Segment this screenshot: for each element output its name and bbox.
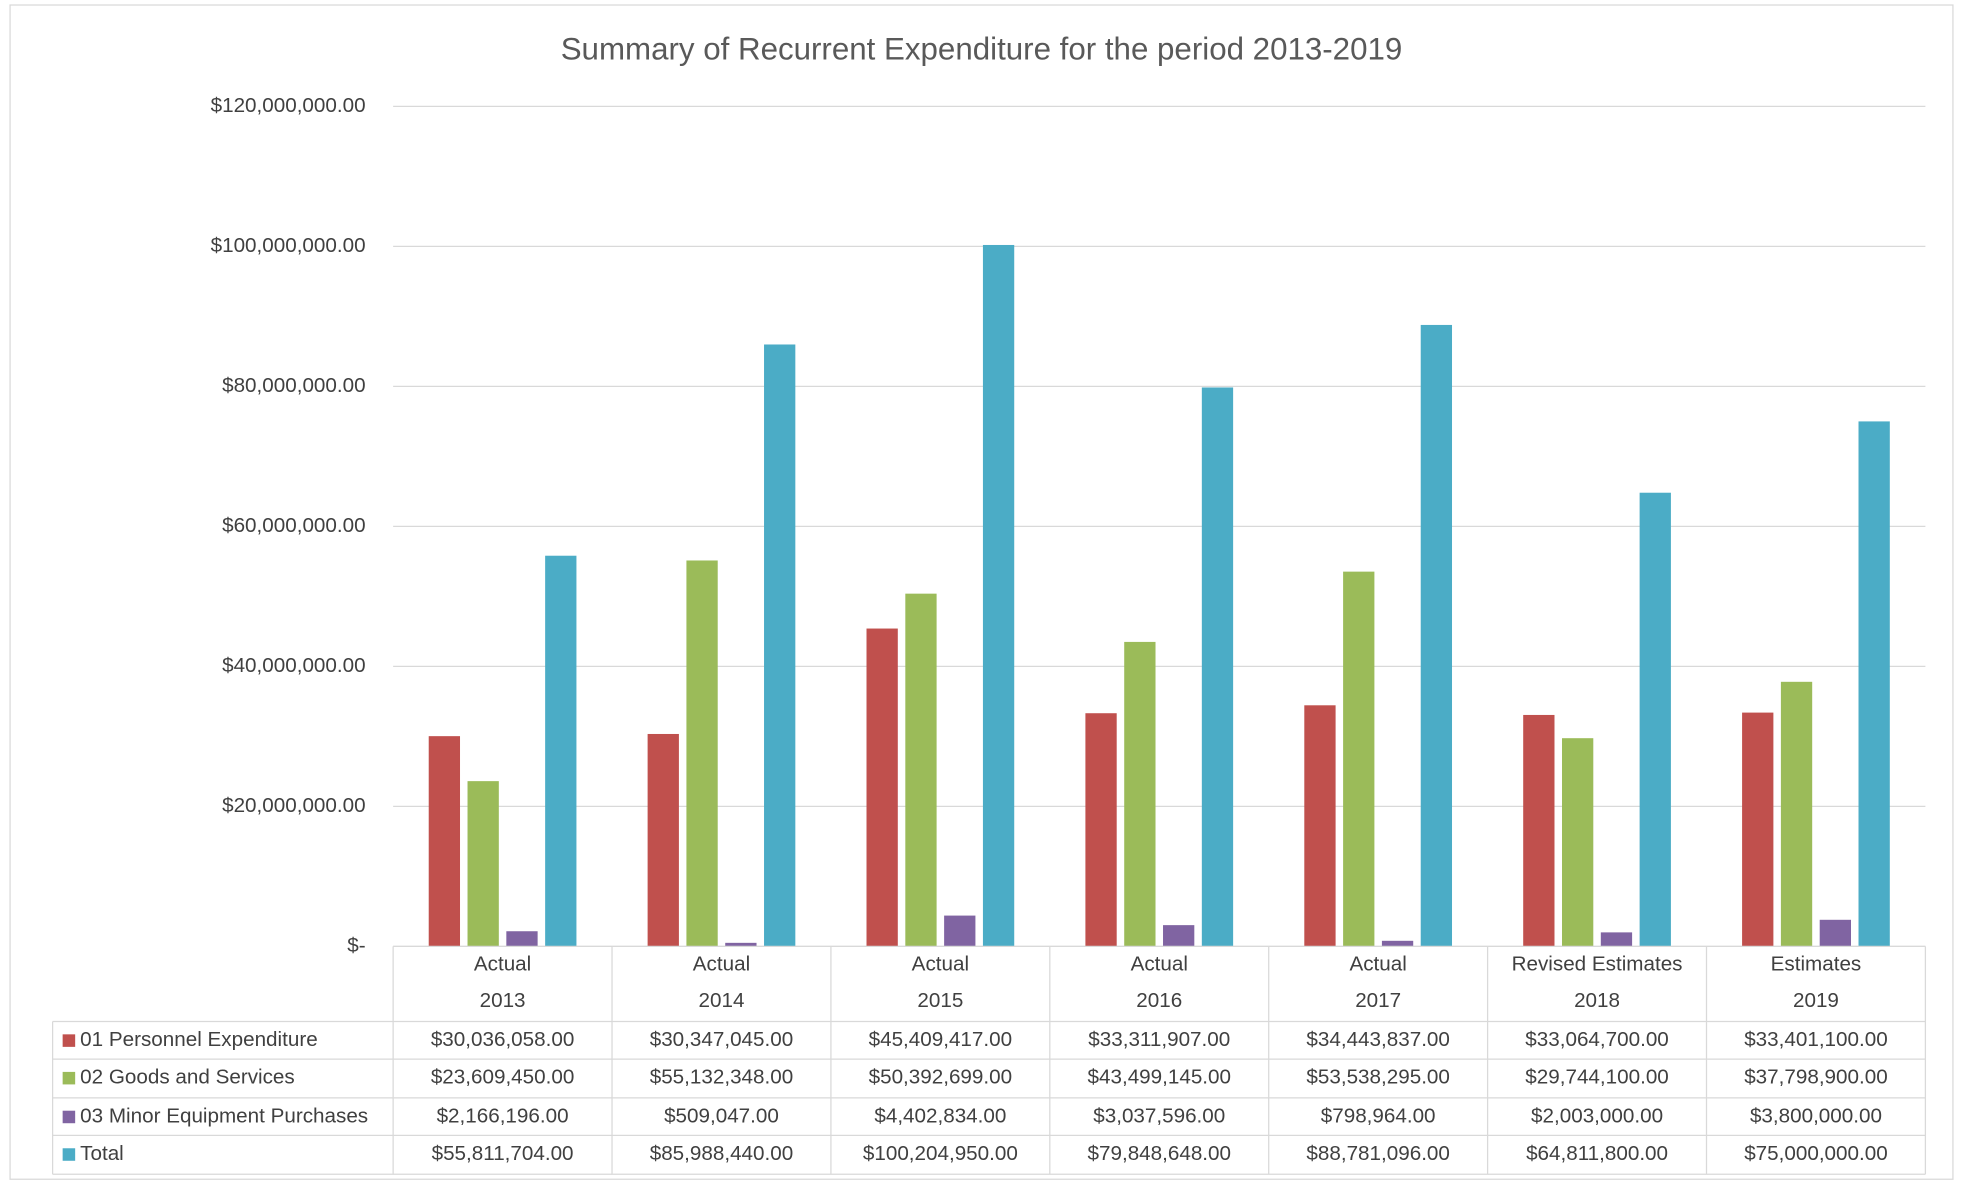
bar [1562, 738, 1594, 947]
legend-label: 01 Personnel Expenditure [80, 1028, 318, 1051]
bar [1343, 571, 1375, 947]
table-cell: $100,204,950.00 [863, 1142, 1018, 1165]
y-tick-label: $80,000,000.00 [222, 374, 365, 397]
bar [1742, 712, 1774, 947]
table-cell: $50,392,699.00 [869, 1066, 1012, 1089]
legend-label: Total [80, 1142, 124, 1165]
bar [982, 244, 1015, 947]
table-cell: $64,811,800.00 [1526, 1142, 1668, 1165]
bar [1600, 932, 1633, 947]
y-tick-label: $120,000,000.00 [211, 94, 366, 117]
legend-label: 02 Goods and Services [80, 1066, 295, 1089]
x-tick-label: 2014 [699, 989, 745, 1012]
table-cell: $55,811,704.00 [432, 1142, 574, 1165]
x-tick-label: 2015 [917, 989, 963, 1012]
bar [1639, 492, 1671, 947]
table-cell: $34,443,837.00 [1306, 1028, 1449, 1051]
legend-swatch [62, 1034, 76, 1047]
bar [725, 942, 757, 947]
x-tick-label: 2013 [480, 989, 526, 1012]
bar [1163, 925, 1195, 947]
x-tick-label: Actual [1131, 953, 1188, 976]
x-tick-label: Actual [912, 953, 969, 976]
table-cell: $79,848,648.00 [1088, 1142, 1231, 1165]
table-cell: $2,003,000.00 [1531, 1104, 1663, 1127]
bar [1858, 421, 1890, 947]
legend-swatch [62, 1110, 76, 1124]
x-tick-label: 2019 [1793, 989, 1839, 1012]
table-cell: $43,499,145.00 [1088, 1066, 1231, 1089]
table-cell: $55,132,348.00 [650, 1066, 793, 1089]
legend-label: 03 Minor Equipment Purchases [80, 1104, 368, 1127]
x-tick-label: Estimates [1771, 953, 1862, 976]
table-cell: $4,402,834.00 [874, 1104, 1006, 1127]
x-tick-label: Actual [1349, 953, 1406, 976]
bar [545, 555, 577, 947]
legend-swatch [62, 1071, 76, 1085]
bar [506, 931, 538, 947]
bar [1780, 681, 1813, 947]
table-cell: $33,064,700.00 [1525, 1028, 1668, 1051]
bar [428, 736, 461, 947]
bar [1085, 713, 1117, 947]
y-tick-label: $60,000,000.00 [222, 514, 365, 537]
table-cell: $30,347,045.00 [650, 1028, 793, 1051]
table-cell: $75,000,000.00 [1744, 1142, 1887, 1165]
table-cell: $23,609,450.00 [431, 1066, 574, 1089]
x-tick-label: Revised Estimates [1512, 953, 1683, 976]
table-cell: $53,538,295.00 [1306, 1066, 1449, 1089]
table-cell: $3,037,596.00 [1093, 1104, 1225, 1127]
table-cell: $3,800,000.00 [1750, 1104, 1882, 1127]
x-tick-label: 2018 [1574, 989, 1620, 1012]
bar [905, 593, 937, 947]
bar [1381, 940, 1414, 947]
bar [944, 915, 976, 947]
bar [1420, 324, 1453, 947]
y-tick-label: $20,000,000.00 [222, 794, 365, 817]
bar [764, 344, 796, 947]
legend-swatch [62, 1148, 76, 1161]
chart-title: Summary of Recurrent Expenditure for the… [561, 32, 1403, 67]
table-cell: $33,311,907.00 [1088, 1028, 1230, 1051]
table-cell: $29,744,100.00 [1525, 1066, 1668, 1089]
bar [1523, 714, 1555, 947]
bar [866, 628, 898, 947]
bar [647, 733, 679, 947]
bar [1201, 387, 1234, 947]
y-tick-label: $- [347, 934, 365, 957]
bar [1124, 641, 1156, 947]
table-cell: $509,047.00 [664, 1104, 779, 1127]
table-cell: $88,781,096.00 [1306, 1142, 1449, 1165]
bar [467, 781, 499, 947]
x-tick-label: 2016 [1136, 989, 1182, 1012]
table-cell: $85,988,440.00 [650, 1142, 793, 1165]
bar [1304, 705, 1336, 947]
x-tick-label: 2017 [1355, 989, 1401, 1012]
table-cell: $33,401,100.00 [1744, 1028, 1887, 1051]
chart-border [9, 4, 1954, 1180]
x-tick-label: Actual [474, 953, 531, 976]
table-cell: $30,036,058.00 [431, 1028, 574, 1051]
table-cell: $798,964.00 [1321, 1104, 1436, 1127]
x-tick-label: Actual [693, 953, 750, 976]
bar [1819, 919, 1852, 947]
y-tick-label: $40,000,000.00 [222, 654, 365, 677]
table-cell: $37,798,900.00 [1744, 1066, 1887, 1089]
y-tick-label: $100,000,000.00 [211, 234, 366, 257]
table-cell: $45,409,417.00 [869, 1028, 1012, 1051]
table-cell: $2,166,196.00 [437, 1104, 569, 1127]
bar [686, 560, 718, 947]
